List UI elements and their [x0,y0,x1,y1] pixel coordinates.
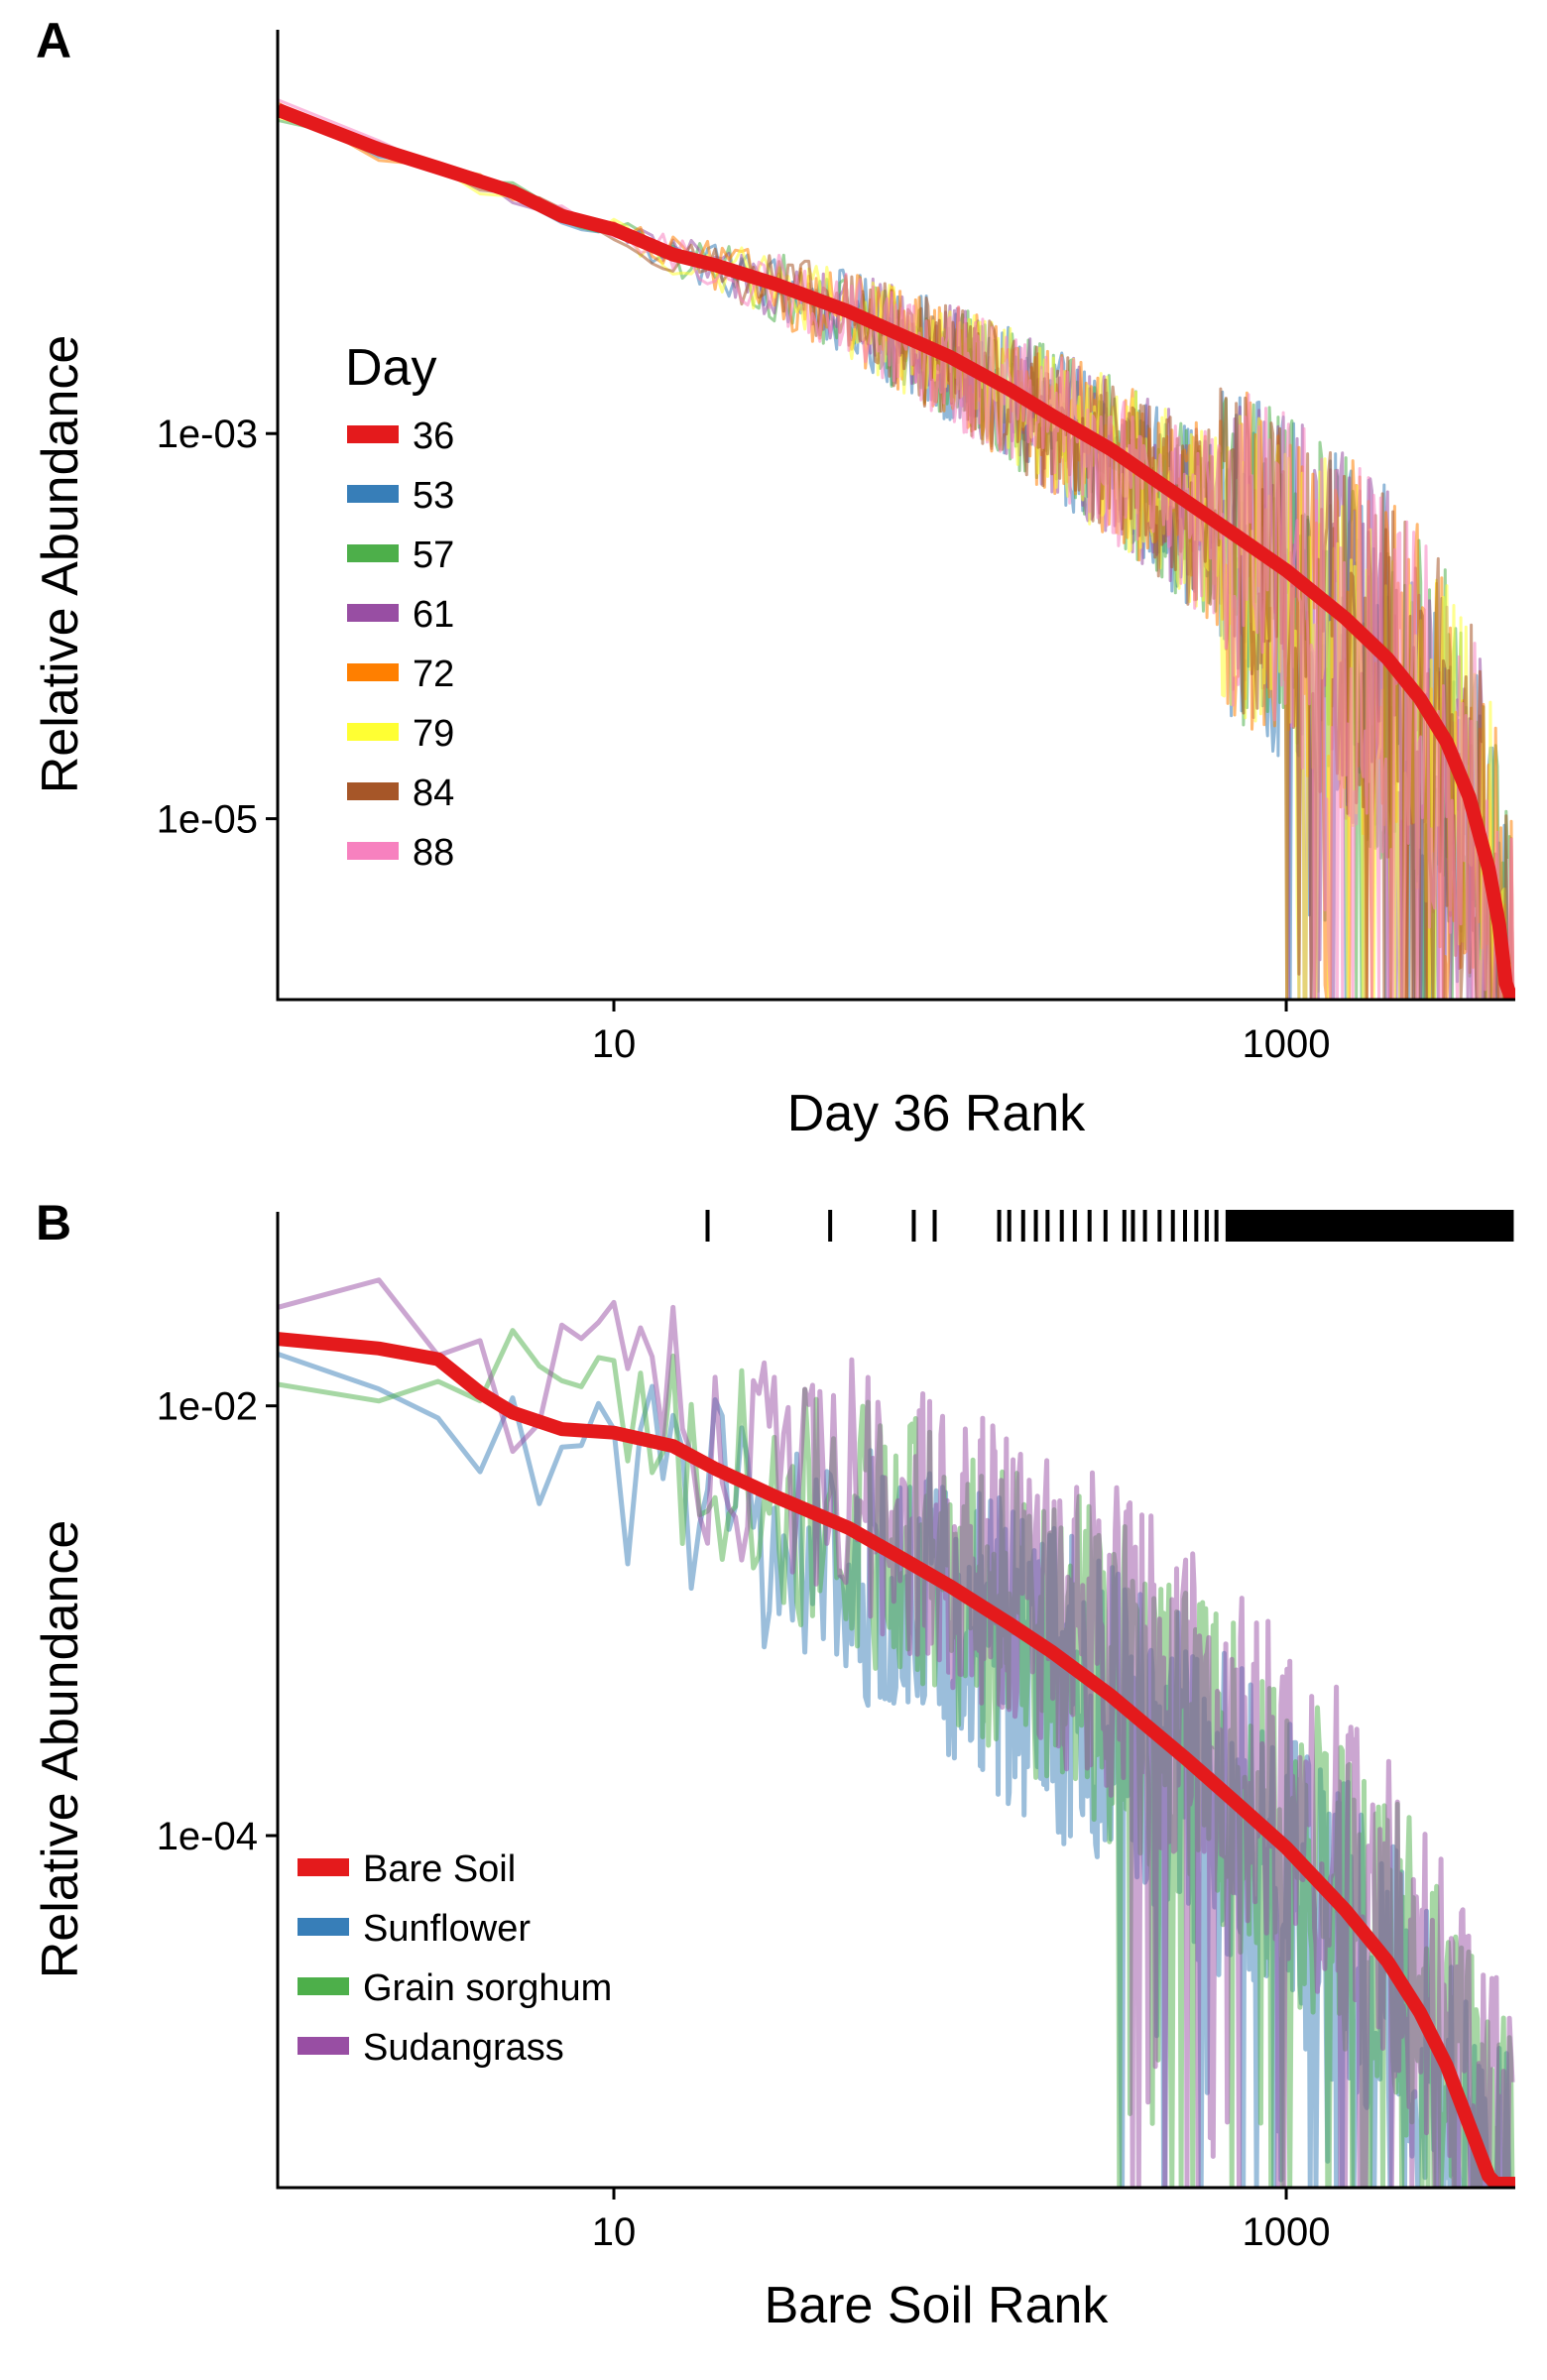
panel-a: 10 1000 1e-03 1e-05 Day 36 Rank Relative Abun… [32,30,1515,1142]
y-axis-title: Relative Abundance [32,335,89,794]
panel-b: 10 1000 1e-02 1e-04 Bare Soil Rank Relative A… [32,1210,1515,2334]
legend-label: 84 [413,773,454,814]
legend-label: 88 [413,832,454,874]
y-tick-label: 1e-04 [157,1815,258,1858]
rug-marks [705,1210,1514,1242]
y-tick-label: 1e-05 [157,798,258,842]
panel-letter-a: A [36,13,71,68]
x-tick-label: 1000 [1243,1022,1331,1066]
y-tick-label: 1e-03 [157,413,258,456]
legend-label: 61 [413,594,454,636]
series-lines [278,98,1515,1000]
legend-key [298,2037,349,2055]
legend-label: 36 [413,416,454,457]
legend-key [298,1858,349,1876]
legend-key [347,842,399,860]
legend-key [347,723,399,741]
y-tick-label: 1e-02 [157,1385,258,1429]
panel-letter-b: B [36,1195,71,1250]
series-line-sudangrass [278,1277,1515,2188]
x-tick-label: 10 [592,1022,637,1066]
legend-key [347,663,399,681]
series-lines [278,1277,1515,2188]
legend-label: Sudangrass [363,2027,564,2069]
series-line-36 [278,103,1515,1000]
legend: Day 36 53 57 61 72 79 84 88 [345,339,454,874]
legend-label: 72 [413,654,454,695]
x-axis-title: Bare Soil Rank [765,2277,1110,2334]
legend-key [347,544,399,562]
legend-key [347,425,399,443]
y-axis-title: Relative Abundance [32,1520,89,1979]
legend-label: 53 [413,475,454,517]
legend-label: Bare Soil [363,1848,516,1890]
legend-title: Day [345,339,436,397]
axes: 10 1000 1e-02 1e-04 [157,1212,1515,2254]
x-tick-label: 10 [592,2210,637,2254]
legend-key [347,604,399,622]
x-axis-title: Day 36 Rank [787,1085,1087,1142]
legend-label: 79 [413,713,454,755]
rug-mark-dense [1225,1210,1514,1242]
legend-label: 57 [413,535,454,576]
axes: 10 1000 1e-03 1e-05 [157,30,1515,1066]
legend-label: Grain sorghum [363,1967,612,2009]
legend-key [298,1977,349,1995]
legend: Bare Soil Sunflower Grain sorghum Sudangras… [298,1848,612,2069]
legend-key [347,485,399,503]
legend-key [298,1918,349,1936]
legend-key [347,782,399,800]
legend-label: Sunflower [363,1908,531,1950]
series-line-bare-soil [278,1332,1515,2188]
x-tick-label: 1000 [1243,2210,1331,2254]
